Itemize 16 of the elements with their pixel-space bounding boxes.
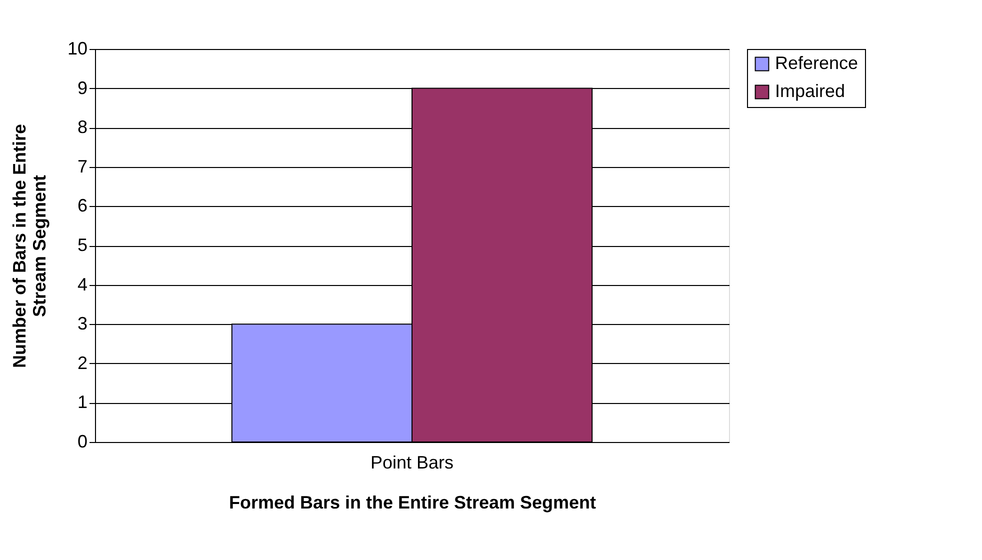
- y-tick-label: 1: [77, 392, 88, 412]
- y-tick-label: 5: [77, 235, 88, 255]
- y-tick-label: 6: [77, 196, 88, 216]
- y-tick-label: 3: [77, 314, 88, 334]
- y-tick-label: 8: [77, 117, 88, 138]
- x-tick-label: Point Bars: [370, 452, 454, 472]
- y-tick-label: 9: [77, 78, 88, 98]
- y-tick-label: 10: [67, 38, 88, 58]
- y-tick-label: 4: [77, 274, 88, 294]
- y-axis-title: Number of Bars in the Entire Stream Segment: [9, 124, 50, 368]
- legend-label: Reference: [775, 53, 858, 73]
- y-tick-label: 0: [77, 432, 88, 452]
- x-axis-title: Formed Bars in the Entire Stream Segment: [228, 492, 596, 512]
- y-tick-label: 7: [77, 156, 88, 176]
- y-tick-label: 2: [77, 352, 88, 373]
- legend-label: Impaired: [775, 81, 846, 101]
